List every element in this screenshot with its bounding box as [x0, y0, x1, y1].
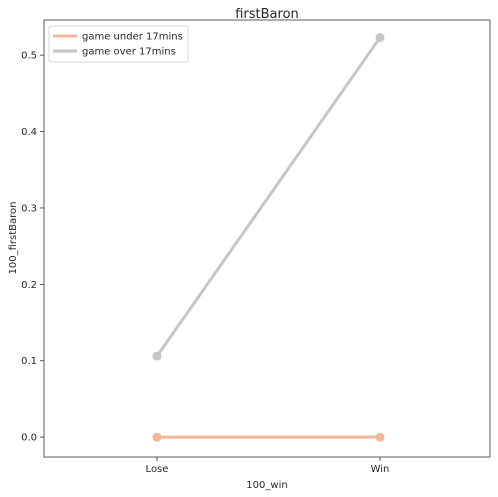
series-layer: [152, 33, 385, 442]
y-tick-label: 0.1: [21, 356, 37, 367]
series-group: [152, 432, 385, 442]
plot-frame: [43, 19, 491, 458]
legend-label: game over 17mins: [82, 47, 176, 58]
data-point: [152, 432, 162, 442]
y-tick-label: 0.3: [21, 203, 37, 214]
y-axis: 0.0 0.1 0.2 0.3 0.4 0.5: [21, 51, 44, 444]
y-axis-label: 100_firstBaron: [8, 202, 19, 275]
y-tick-label: 0.5: [21, 51, 37, 62]
x-axis: Lose Win: [146, 457, 390, 475]
data-point: [375, 33, 385, 43]
x-tick-label: Win: [371, 464, 390, 475]
y-tick-label: 0.2: [21, 280, 37, 291]
legend: game under 17mins game over 17mins: [48, 25, 189, 63]
series-line: [155, 36, 382, 358]
data-point: [152, 351, 162, 361]
y-tick-label: 0.4: [21, 127, 37, 138]
legend-box: [48, 25, 189, 63]
x-axis-label: 100_win: [246, 480, 287, 491]
legend-label: game under 17mins: [82, 32, 183, 43]
plot-area: [43, 19, 491, 458]
data-point: [375, 432, 385, 442]
series-group: [152, 33, 385, 361]
chart-title: firstBaron: [235, 7, 299, 22]
x-tick-label: Lose: [146, 464, 169, 475]
y-tick-label: 0.0: [21, 433, 37, 444]
